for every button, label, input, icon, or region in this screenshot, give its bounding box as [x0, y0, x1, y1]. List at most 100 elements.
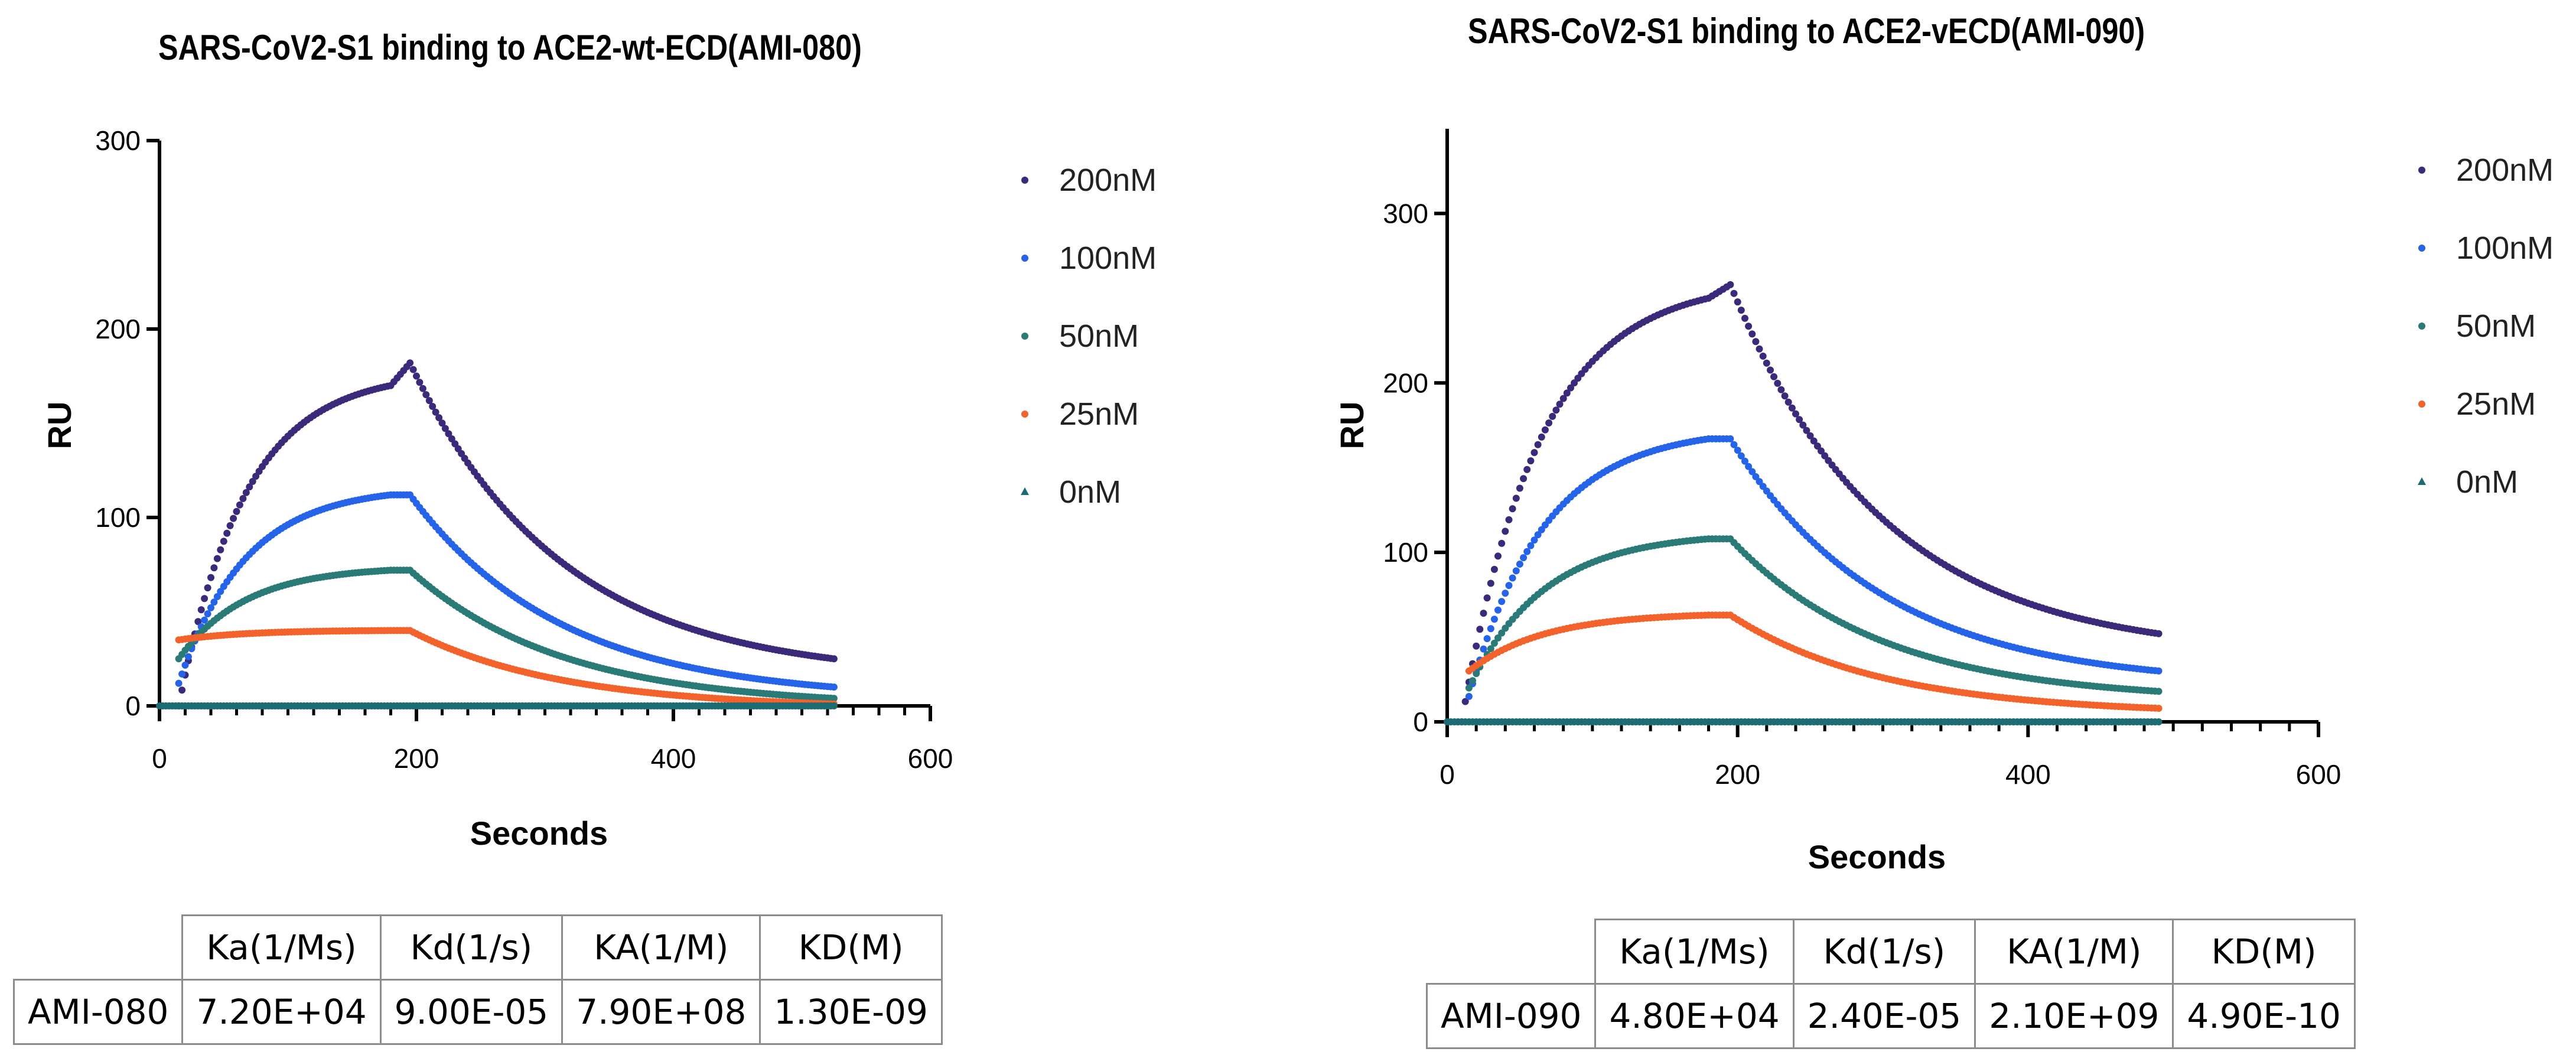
value-KD: 4.90E-10: [2172, 983, 2356, 1049]
data-point: [223, 529, 231, 537]
legend-marker: [1021, 177, 1028, 184]
data-point: [1494, 552, 1502, 560]
sensorgram-chart-ami-090: 0 200 400 600 0 100 200 300 RU Seconds 200nM 100nM 5…: [1333, 129, 2554, 875]
data-point: [1788, 404, 1796, 412]
data-point: [1502, 590, 1509, 597]
data-point: [236, 501, 243, 509]
data-point: [1530, 449, 1538, 457]
kinetics-table-ami-080: Ka(1/Ms) Kd(1/s) KA(1/M) KD(M) AMI-080 7…: [12, 914, 943, 1045]
value-KA: 7.90E+08: [561, 979, 761, 1045]
data-point: [210, 564, 218, 572]
data-point: [210, 598, 218, 606]
data-point: [1512, 494, 1520, 502]
data-point: [1748, 330, 1756, 338]
series-200nM: [1458, 281, 2163, 725]
data-point: [213, 593, 221, 600]
data-point: [1530, 536, 1538, 544]
legend-marker: [1021, 487, 1029, 495]
data-point: [1799, 421, 1807, 429]
data-point: [204, 584, 211, 592]
y-tick-label: 100: [1383, 537, 1428, 568]
chart-panel-ami-090: SARS-CoV2-S1 binding to ACE2-vECD(AMI-09…: [1288, 0, 2576, 1055]
data-point: [409, 366, 417, 373]
data-point: [239, 495, 247, 502]
data-point: [1792, 410, 1799, 418]
data-point: [1545, 419, 1553, 426]
data-point: [1756, 478, 1763, 486]
data-point: [175, 679, 183, 687]
data-point: [1527, 542, 1535, 549]
data-point: [1538, 433, 1545, 441]
legend-marker: [1021, 333, 1028, 340]
data-point: [445, 430, 452, 438]
data-point: [217, 546, 224, 553]
series-0nM: [156, 702, 838, 709]
data-point: [1483, 594, 1491, 602]
data-point: [1745, 323, 1753, 330]
data-point: [1741, 457, 1748, 465]
data-point: [1490, 565, 1498, 573]
kinetics-table-ami-090: Ka(1/Ms) Kd(1/s) KA(1/M) KD(M) AMI-090 4…: [1425, 919, 2356, 1049]
value-kd: 2.40E-05: [1792, 983, 1976, 1049]
data-point: [1730, 289, 1738, 297]
data-point: [201, 595, 209, 603]
data-point: [249, 478, 256, 485]
data-point: [1505, 516, 1513, 523]
data-point: [1737, 307, 1745, 314]
legend-label: 200nM: [1059, 162, 1157, 198]
data-point: [1534, 441, 1542, 448]
header-KD: KD(M): [2172, 919, 2356, 985]
data-point: [233, 507, 240, 515]
data-point: [1784, 398, 1792, 406]
y-tick-label: 300: [1383, 198, 1428, 229]
data-point: [1552, 406, 1560, 414]
y-tick-label: 0: [1413, 706, 1428, 737]
sensorgram-chart-ami-080: 0 200 400 600 0 100 200 300 RU Seconds 200nM 100nM 5…: [41, 125, 1157, 852]
data-point: [1781, 392, 1789, 400]
data-point: [1538, 526, 1545, 533]
x-tick-label: 600: [2296, 759, 2341, 790]
data-point: [448, 435, 455, 442]
chart-title: SARS-CoV2-S1 binding to ACE2-vECD(AMI-09…: [1468, 11, 2145, 51]
x-tick-label: 0: [152, 743, 167, 774]
data-point: [406, 359, 414, 367]
series-200nM: [175, 359, 838, 709]
data-point: [1520, 475, 1528, 483]
data-point: [1469, 677, 1476, 685]
data-point: [197, 606, 205, 614]
data-point: [438, 419, 446, 427]
value-kd: 9.00E-05: [379, 979, 564, 1045]
x-axis-title: Seconds: [1808, 838, 1946, 875]
data-point: [1465, 684, 1473, 692]
data-point: [1748, 468, 1756, 476]
data-point: [1549, 412, 1556, 420]
data-point: [1483, 635, 1491, 643]
data-point: [181, 662, 189, 669]
y-axis-title: RU: [1333, 402, 1370, 450]
x-tick-label: 200: [394, 743, 439, 774]
data-point: [1563, 389, 1571, 397]
series-100nM: [1465, 435, 2163, 700]
data-point: [213, 555, 221, 562]
data-point: [2155, 688, 2163, 695]
data-point: [435, 414, 443, 422]
data-point: [207, 574, 214, 581]
legend-label: 200nM: [2456, 152, 2554, 188]
chart-title: SARS-CoV2-S1 binding to ACE2-wt-ECD(AMI-…: [158, 28, 862, 67]
x-tick-label: 200: [1715, 759, 1760, 790]
data-point: [429, 403, 437, 410]
data-point: [413, 372, 420, 380]
x-tick-label: 600: [908, 743, 953, 774]
data-point: [425, 397, 433, 405]
data-point: [1741, 314, 1748, 322]
data-point: [242, 489, 250, 496]
data-point: [1567, 384, 1574, 392]
y-tick-label: 300: [95, 125, 141, 156]
data-point: [1556, 400, 1564, 408]
data-point: [1498, 539, 1506, 547]
series-25nM: [1465, 611, 2163, 712]
y-axis-title: RU: [41, 402, 78, 450]
data-point: [1752, 338, 1760, 346]
data-point: [1523, 548, 1531, 555]
data-point: [1752, 473, 1760, 480]
